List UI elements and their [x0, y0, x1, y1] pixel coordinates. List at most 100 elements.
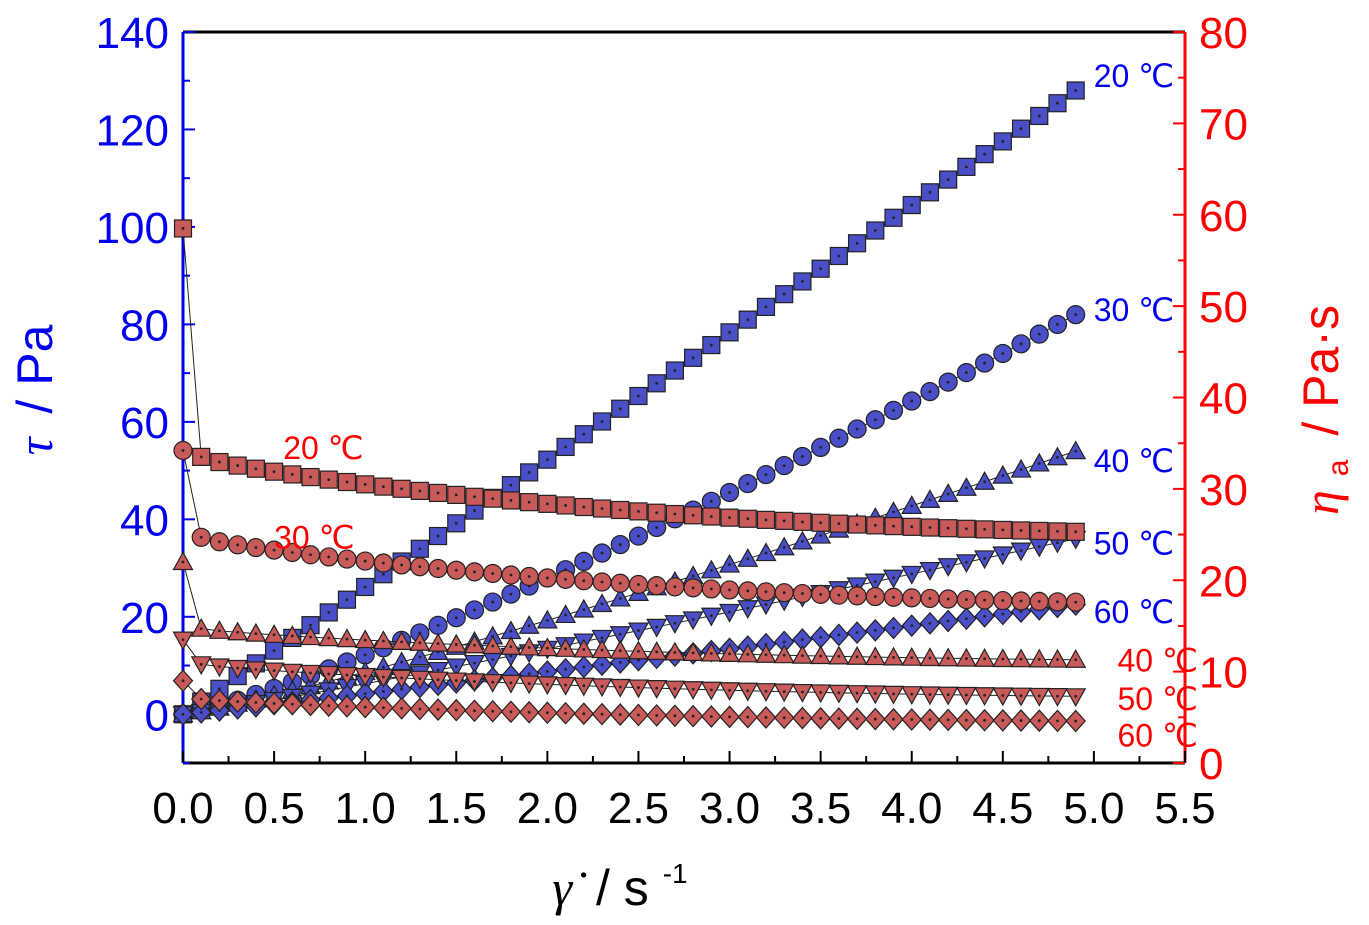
marker-center-dot — [1001, 553, 1005, 556]
tick-labels: 0.0 0.5 1.0 1.5 2.0 2.5 3.0 3.5 4.0 4.5 5.0 5.50204… — [96, 9, 1248, 833]
marker-center-dot — [855, 717, 859, 721]
marker-center-dot — [782, 653, 786, 657]
marker-center-dot — [964, 718, 968, 722]
marker-center-dot — [709, 499, 713, 503]
marker-center-dot — [382, 639, 385, 643]
marker-center-dot — [746, 715, 750, 719]
marker-center-dot — [910, 399, 914, 403]
marker-center-dot — [436, 491, 440, 495]
marker-center-dot — [418, 547, 422, 551]
marker-center-dot — [928, 568, 932, 572]
marker-center-dot — [327, 611, 331, 614]
marker-center-dot — [454, 521, 458, 525]
marker-center-dot — [454, 616, 458, 620]
marker-center-dot — [983, 557, 986, 560]
marker-center-dot — [946, 693, 950, 697]
marker-center-dot — [673, 621, 677, 625]
x-tick-label: 0.5 — [244, 784, 305, 833]
marker-center-dot — [728, 715, 731, 719]
marker-center-dot — [1037, 600, 1041, 603]
marker-center-dot — [873, 628, 877, 632]
marker-center-dot — [236, 666, 240, 670]
marker-center-dot — [491, 658, 495, 661]
marker-center-dot — [801, 280, 804, 283]
marker-center-dot — [254, 546, 258, 549]
marker-center-dot — [564, 647, 567, 651]
marker-center-dot — [728, 516, 731, 520]
marker-center-dot — [1074, 530, 1078, 534]
marker-center-dot — [199, 662, 203, 666]
marker-center-dot — [855, 427, 859, 431]
marker-center-dot — [436, 642, 440, 646]
marker-center-dot — [181, 227, 185, 230]
marker-center-dot — [855, 691, 859, 695]
marker-center-dot — [819, 446, 823, 449]
marker-center-dot — [436, 623, 440, 627]
marker-center-dot — [637, 686, 640, 689]
marker-center-dot — [418, 641, 422, 645]
marker-center-dot — [1001, 612, 1005, 616]
marker-center-dot — [1019, 342, 1023, 346]
marker-center-dot — [436, 567, 440, 570]
marker-center-dot — [637, 394, 640, 398]
marker-center-dot — [728, 652, 731, 656]
x-tick-label: 3.0 — [699, 784, 760, 833]
marker-center-dot — [764, 716, 768, 719]
marker-center-dot — [363, 653, 367, 657]
marker-center-dot — [1037, 657, 1041, 661]
marker-center-dot — [964, 486, 968, 490]
marker-center-dot — [363, 559, 367, 563]
marker-center-dot — [801, 690, 804, 694]
marker-center-dot — [582, 560, 586, 563]
marker-center-dot — [764, 603, 768, 606]
marker-center-dot — [236, 700, 240, 703]
marker-center-dot — [1056, 600, 1059, 604]
marker-center-dot — [819, 654, 823, 658]
series-label: 50 ℃ — [1094, 526, 1174, 562]
marker-center-dot — [1001, 352, 1005, 355]
marker-center-dot — [709, 651, 713, 655]
marker-center-dot — [1019, 599, 1023, 603]
marker-center-dot — [764, 305, 768, 309]
marker-center-dot — [181, 638, 185, 642]
marker-center-dot — [309, 623, 312, 627]
marker-center-dot — [382, 561, 385, 565]
marker-center-dot — [436, 534, 440, 538]
marker-center-dot — [254, 667, 258, 671]
marker-center-dot — [491, 680, 495, 684]
marker-center-dot — [218, 665, 221, 668]
marker-center-dot — [764, 590, 768, 594]
marker-center-dot — [491, 572, 495, 575]
marker-center-dot — [345, 660, 349, 664]
marker-center-dot — [837, 633, 841, 637]
marker-center-dot — [910, 692, 914, 696]
marker-center-dot — [801, 716, 804, 720]
series-label: 60 ℃ — [1117, 718, 1197, 754]
marker-center-dot — [801, 638, 804, 641]
y-right-tick-label: 20 — [1199, 557, 1248, 606]
marker-center-dot — [454, 493, 458, 497]
marker-center-dot — [637, 629, 640, 632]
marker-center-dot — [1056, 455, 1059, 459]
marker-center-dot — [618, 661, 622, 664]
marker-center-dot — [199, 711, 203, 714]
marker-center-dot — [600, 580, 604, 584]
marker-center-dot — [655, 686, 659, 690]
marker-center-dot — [637, 658, 640, 662]
marker-center-dot — [764, 473, 768, 477]
marker-center-dot — [892, 626, 895, 630]
marker-center-dot — [1019, 529, 1023, 532]
marker-center-dot — [764, 551, 768, 555]
marker-center-dot — [837, 254, 841, 258]
marker-center-dot — [746, 652, 750, 656]
marker-center-dot — [400, 706, 404, 710]
marker-center-dot — [509, 710, 513, 714]
marker-center-dot — [345, 673, 349, 677]
marker-center-dot — [582, 665, 586, 669]
marker-center-dot — [527, 575, 531, 578]
marker-center-dot — [782, 464, 786, 467]
marker-center-dot — [746, 557, 750, 561]
marker-center-dot — [910, 203, 914, 207]
marker-center-dot — [1001, 657, 1005, 661]
marker-center-dot — [819, 691, 823, 694]
